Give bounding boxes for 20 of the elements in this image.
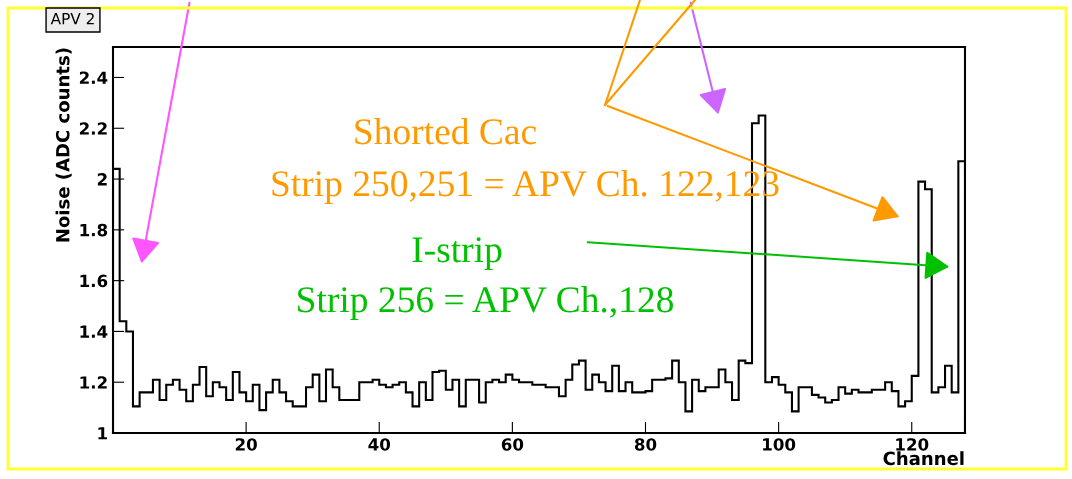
x-tick-label: 80 [634, 438, 657, 451]
x-tick-label: 60 [501, 438, 524, 451]
x-tick-label: 40 [368, 438, 391, 451]
annotation: Strip 256 = APV Ch.,128 [298, 286, 674, 320]
x-axis-title: Channel [883, 451, 964, 466]
y-tick-label: 1.8 [80, 223, 108, 237]
y-tick-label: 1.4 [80, 325, 108, 338]
x-tick-label: 120 [896, 438, 929, 451]
x-tick-label: 20 [235, 438, 257, 451]
x-tick-label: 100 [763, 438, 796, 451]
y-tick-label: 1.2 [80, 376, 107, 389]
y-tick-label: 2.4 [79, 71, 108, 84]
chart-title: APV 2 [50, 12, 94, 25]
y-tick-label: 1.6 [80, 274, 108, 288]
y-tick-label: 2.2 [79, 122, 107, 135]
y-tick-label: 2 [97, 173, 107, 186]
annotation: I-strip [412, 237, 502, 270]
y-tick-label: 1 [98, 427, 107, 440]
annotation: Shorted Cac [355, 118, 537, 145]
y-axis-title: Noise (ADC counts) [55, 48, 72, 242]
